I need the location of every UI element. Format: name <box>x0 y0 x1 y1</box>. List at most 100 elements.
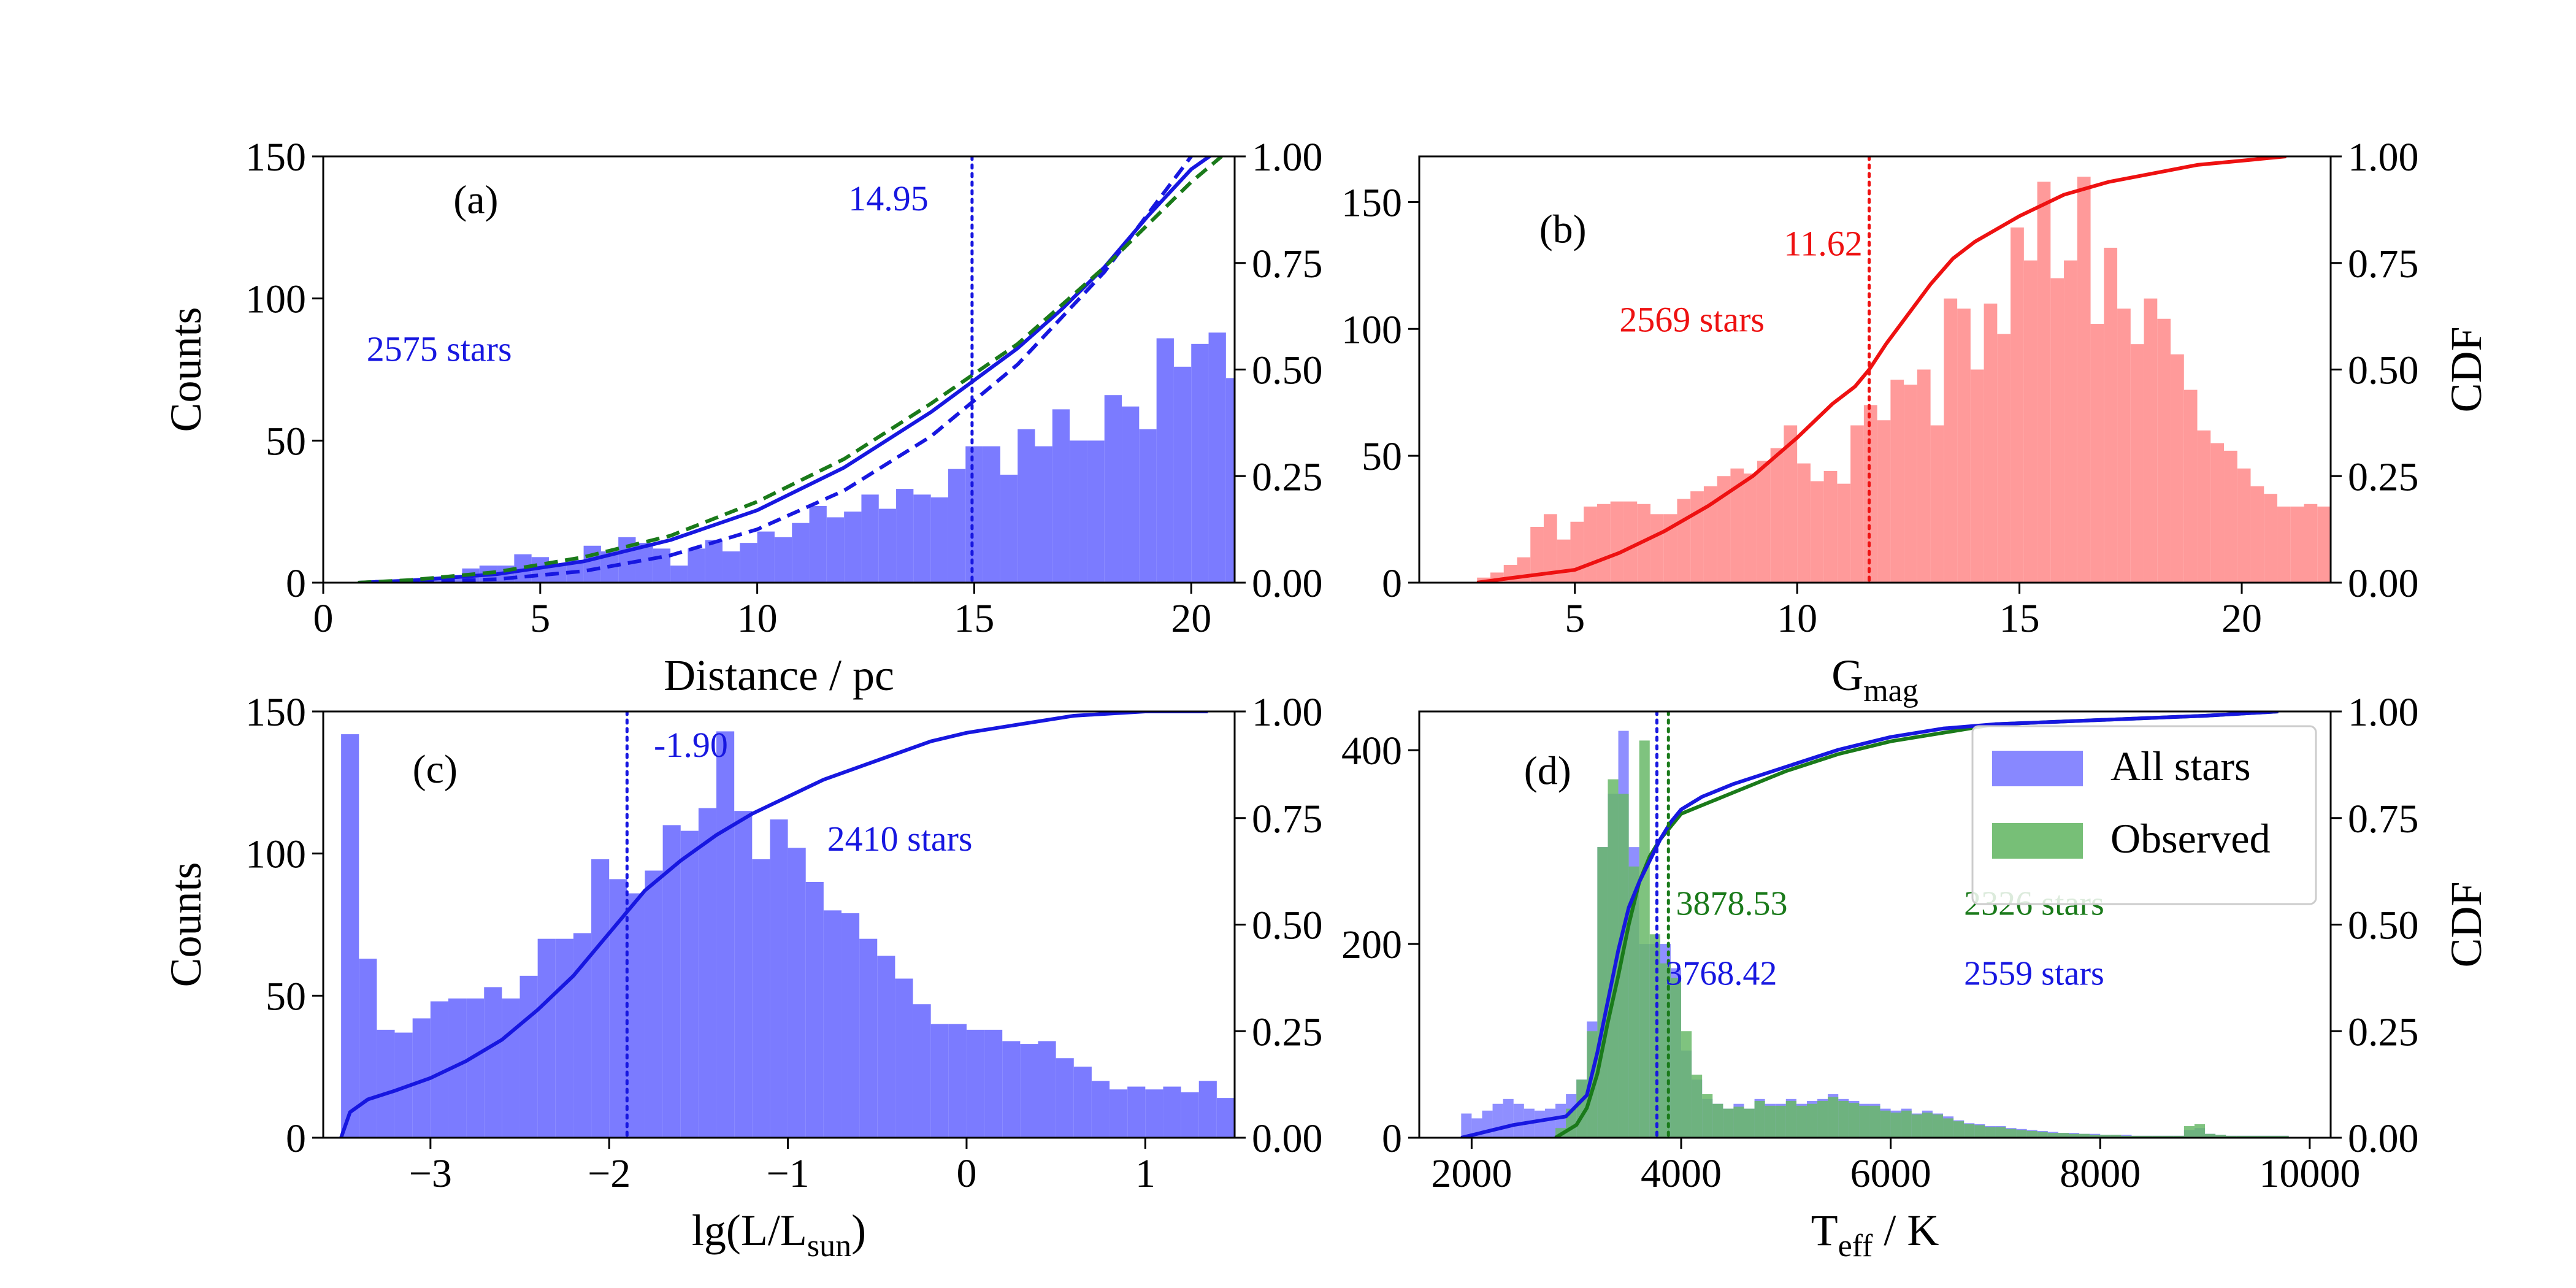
histogram-bar <box>519 975 538 1138</box>
histogram-bar <box>2157 318 2171 583</box>
histogram-bar <box>2210 443 2225 583</box>
histogram-bar <box>653 548 671 583</box>
x-tick-label: −3 <box>409 1151 452 1196</box>
histogram-bar <box>2224 450 2237 583</box>
histogram-bar <box>1911 1114 1922 1138</box>
legend-swatch <box>1992 823 2083 859</box>
x-tick-label: 10 <box>737 596 778 641</box>
histogram-bar <box>1018 429 1035 583</box>
histogram-bar <box>2064 260 2077 583</box>
histogram-bar <box>1806 1103 1818 1138</box>
histogram-bar <box>1784 425 1798 583</box>
cdf-line-a-1 <box>358 156 1193 583</box>
histogram-bar <box>1557 539 1571 583</box>
histogram-bar <box>2110 1135 2122 1138</box>
annotation: (d) <box>1524 748 1571 793</box>
histogram-bar <box>2142 1135 2153 1138</box>
histogram-bar <box>1503 1098 1514 1138</box>
y2-tick-label: 1.00 <box>2348 690 2419 735</box>
cdf-line-b-0 <box>1476 156 2287 583</box>
x-tick-label: −2 <box>588 1151 631 1196</box>
histogram-bar <box>1610 501 1624 583</box>
histogram-bar <box>1543 514 1557 583</box>
histogram-bar <box>688 548 705 583</box>
histogram-bar <box>1110 1089 1128 1138</box>
histogram-bar <box>1035 446 1052 583</box>
histogram-bar <box>823 910 841 1138</box>
annotation: (b) <box>1539 207 1587 252</box>
histogram-bar <box>1597 847 1608 1138</box>
histogram-bar <box>1775 1105 1786 1138</box>
histogram-bar <box>1890 380 1904 583</box>
histogram-bar <box>1757 461 1771 583</box>
histogram-bar <box>948 1024 967 1138</box>
histogram-bar <box>2090 1135 2101 1138</box>
y-tick-label: 100 <box>1341 307 1402 352</box>
histogram-bar <box>859 938 878 1138</box>
histogram-bar <box>2250 486 2264 583</box>
annotation: 2410 stars <box>827 819 973 859</box>
histogram-bar <box>2290 506 2304 583</box>
histogram-bar <box>2277 506 2291 583</box>
histogram-bar <box>1073 1067 1092 1138</box>
histogram-bar <box>1730 468 1744 583</box>
histogram-bar <box>1181 1092 1199 1138</box>
y-tick-label: 400 <box>1341 729 1402 773</box>
y-axis-label: Counts <box>161 862 210 987</box>
histogram-bar <box>792 523 810 583</box>
histogram-bar <box>1173 366 1192 583</box>
histogram-bar <box>2079 1133 2090 1138</box>
y-tick-label: 150 <box>1341 180 1402 225</box>
y-tick-label: 200 <box>1341 922 1402 967</box>
histogram-bar <box>1712 1103 1723 1138</box>
y2-tick-label: 1.00 <box>2348 135 2419 180</box>
y-axis-label: Counts <box>161 307 210 432</box>
histogram-bar <box>1517 557 1531 583</box>
series-b-0 <box>1477 177 2331 583</box>
histogram-bar <box>1953 1121 1965 1138</box>
histogram-bar <box>734 811 753 1138</box>
histogram-bar <box>1020 1044 1038 1138</box>
histogram-bar <box>2183 1126 2195 1138</box>
y-tick-label: 0 <box>286 561 306 606</box>
annotation: 11.62 <box>1784 223 1862 263</box>
histogram-bar <box>2183 389 2198 583</box>
histogram-bar <box>583 545 601 583</box>
y2-tick-label: 0.25 <box>1252 454 1323 499</box>
histogram-bar <box>2278 1135 2289 1138</box>
cdf-line-d-0 <box>1554 711 2279 1138</box>
histogram-bar <box>1091 1081 1110 1138</box>
histogram-bar <box>1492 1103 1503 1138</box>
panel-b: 5 10 15 20 0 50 100 150 0.00 0.25 0.50 0.75 1.00 Gmag… <box>1341 135 2491 708</box>
histogram-bar <box>1904 385 1917 583</box>
histogram-bar <box>1650 514 1664 583</box>
histogram-bar <box>484 987 502 1138</box>
x-axis-label-end: ) <box>851 1206 866 1255</box>
histogram-bar <box>1995 1127 2006 1138</box>
histogram-bar <box>1849 1103 1860 1138</box>
histogram-bar <box>2317 506 2331 583</box>
histogram-bar <box>1623 501 1638 583</box>
x-axis-label-main: lg(L/L <box>692 1206 807 1255</box>
histogram-bar <box>1859 1105 1870 1138</box>
histogram-bar <box>2050 278 2064 583</box>
histogram-bar <box>2090 324 2104 583</box>
histogram-bar <box>2144 298 2158 583</box>
annotation: (a) <box>453 178 498 223</box>
histogram-bar <box>1957 309 1971 583</box>
legend-label: All stars <box>2110 743 2251 789</box>
histogram-bar <box>1038 1041 1056 1138</box>
histogram-bar <box>930 497 948 583</box>
histogram-bar <box>1970 369 1984 583</box>
histogram-bar <box>341 734 359 1138</box>
x-tick-label: 4000 <box>1641 1151 1722 1196</box>
x-tick-label: 20 <box>1171 596 1211 641</box>
histogram-bar <box>1677 499 1691 583</box>
x-axis-label-sub: sun <box>807 1229 851 1263</box>
histogram-bar <box>1817 1100 1828 1138</box>
histogram-bar <box>805 882 824 1138</box>
histogram-bar <box>844 512 862 583</box>
histogram-bar <box>698 808 717 1138</box>
plot-area-b <box>1476 156 2331 583</box>
annotation: 3878.53 <box>1676 885 1787 923</box>
